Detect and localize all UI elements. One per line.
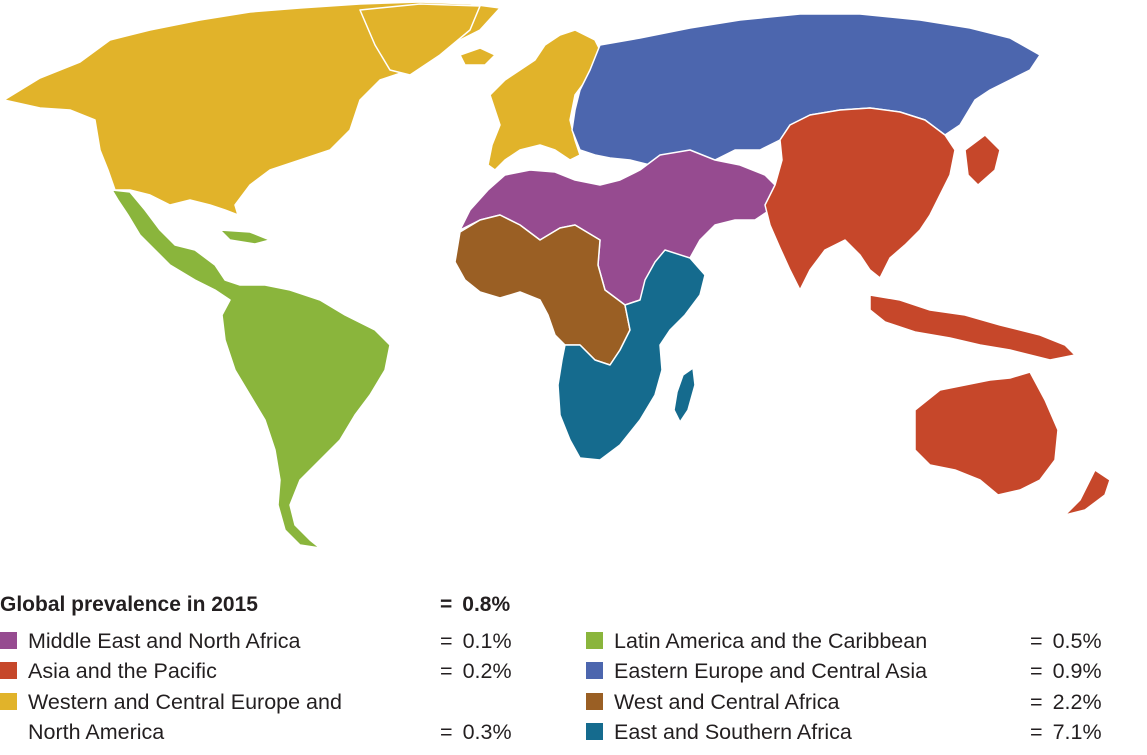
global-prevalence-value: = 0.8% (440, 593, 510, 617)
caribbean-islands-shape (219, 229, 271, 245)
global-prevalence-percent: 0.8% (462, 593, 511, 616)
region-east-southern-africa (557, 249, 706, 461)
legend-item-value: = 7.1% (1030, 720, 1102, 744)
world-map (3, 1, 1111, 549)
japan-shape (964, 134, 1001, 186)
legend-item-middle-east-north-africa: Middle East and North Africa = 0.1% (0, 626, 560, 657)
global-prevalence-label: Global prevalence in 2015 (0, 593, 258, 616)
legend-item-value: = 0.2% (440, 659, 512, 683)
legend-item-value: = 0.9% (1030, 659, 1102, 683)
madagascar-shape (673, 367, 696, 423)
east-southern-africa-shape (557, 249, 706, 461)
legend-item-label: West and Central Africa (614, 690, 840, 714)
legend-item-label: Latin America and the Caribbean (614, 629, 928, 653)
legend-item-east-southern-africa: East and Southern Africa = 7.1% (586, 717, 1126, 748)
legend-item-latin-america-caribbean: Latin America and the Caribbean = 0.5% (586, 626, 1126, 657)
legend-swatch (586, 662, 603, 679)
legend-item-label: Eastern Europe and Central Asia (614, 659, 928, 683)
legend-item-label: East and Southern Africa (614, 720, 852, 744)
legend-item-value: = 2.2% (1030, 690, 1102, 714)
legend-swatch (0, 632, 17, 649)
legend-item-label: Middle East and North Africa (28, 629, 301, 653)
legend-item-asia-pacific: Asia and the Pacific = 0.2% (0, 656, 560, 687)
legend-swatch (586, 693, 603, 710)
equals-sign: = (440, 593, 453, 616)
maritime-southeast-asia-shape (869, 294, 1076, 361)
legend-item-eastern-europe-central-asia: Eastern Europe and Central Asia = 0.9% (586, 656, 1126, 687)
australia-shape (914, 371, 1059, 496)
legend-item-label-line2: North America (28, 720, 165, 744)
region-western-central-europe-north-america (3, 1, 606, 216)
region-asia-pacific (764, 107, 1111, 516)
legend-item-western-central-europe-north-america: Western and Central Europe and North Ame… (0, 687, 560, 749)
greenland-shape (359, 3, 481, 76)
latin-america-shape (111, 189, 391, 549)
legend-item-value: = 0.1% (440, 629, 512, 653)
iceland-shape (459, 47, 496, 66)
legend-item-west-central-africa: West and Central Africa = 2.2% (586, 687, 1126, 718)
legend-item-value: = 0.5% (1030, 629, 1102, 653)
legend-swatch (0, 662, 17, 679)
asia-mainland-shape (764, 107, 956, 291)
new-zealand-shape (1064, 469, 1111, 516)
legend-item-label: Western and Central Europe and (28, 690, 342, 714)
region-latin-america-caribbean (111, 189, 391, 549)
western-europe-shape (487, 29, 606, 171)
legend-swatch (586, 723, 603, 740)
legend-swatch (0, 693, 17, 710)
legend-item-label: Asia and the Pacific (28, 659, 217, 683)
legend-item-value: = 0.3% (440, 720, 512, 744)
legend-swatch (586, 632, 603, 649)
